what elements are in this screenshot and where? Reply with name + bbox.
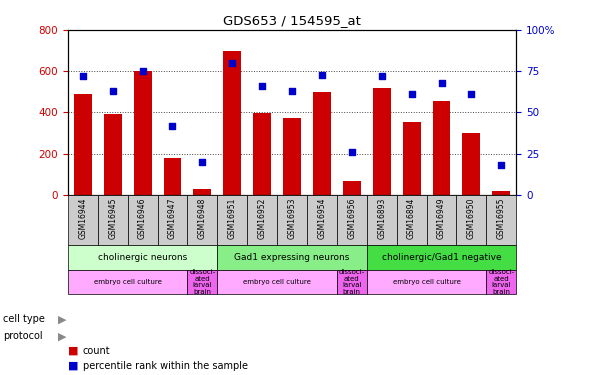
Bar [253,114,271,195]
Bar [373,88,391,195]
Text: cholinergic neurons: cholinergic neurons [98,253,187,262]
Text: dissoci-
ated
larval
brain: dissoci- ated larval brain [339,269,365,295]
Point [437,80,446,86]
FancyBboxPatch shape [68,195,98,245]
Text: GSM16945: GSM16945 [108,197,117,239]
Text: GSM16955: GSM16955 [497,197,506,239]
FancyBboxPatch shape [367,245,516,270]
Bar [313,92,331,195]
Bar [492,191,510,195]
Bar [104,114,122,195]
Bar [223,51,241,195]
Text: GSM16944: GSM16944 [78,197,87,239]
Text: cell type: cell type [3,315,45,324]
Point [317,72,327,78]
FancyBboxPatch shape [188,270,217,294]
Point [168,123,177,129]
FancyBboxPatch shape [337,195,367,245]
Bar [402,122,421,195]
Text: dissoci-
ated
larval
brain: dissoci- ated larval brain [488,269,514,295]
Text: GSM16894: GSM16894 [407,197,416,239]
Point [467,91,476,97]
FancyBboxPatch shape [457,195,486,245]
Text: ▶: ▶ [58,332,66,341]
Text: embryo cell culture: embryo cell culture [94,279,162,285]
Point [287,88,297,94]
FancyBboxPatch shape [158,195,188,245]
Point [228,60,237,66]
Text: embryo cell culture: embryo cell culture [392,279,461,285]
FancyBboxPatch shape [217,195,247,245]
Bar [432,101,451,195]
Bar [74,94,92,195]
Text: ▶: ▶ [58,315,66,324]
Text: GSM16946: GSM16946 [138,197,147,239]
Point [377,73,386,79]
FancyBboxPatch shape [337,270,367,294]
Text: GSM16893: GSM16893 [377,197,386,239]
Point [407,91,417,97]
FancyBboxPatch shape [367,195,396,245]
FancyBboxPatch shape [68,245,217,270]
Text: GSM16947: GSM16947 [168,197,177,239]
Point [198,159,207,165]
FancyBboxPatch shape [127,195,158,245]
Text: ■: ■ [68,361,78,370]
FancyBboxPatch shape [217,245,367,270]
Text: GSM16953: GSM16953 [287,197,297,239]
Text: GSM16952: GSM16952 [258,197,267,239]
Text: Gad1 expressing neurons: Gad1 expressing neurons [234,253,350,262]
FancyBboxPatch shape [367,270,486,294]
Bar [194,189,211,195]
Text: protocol: protocol [3,332,42,341]
Point [257,83,267,89]
FancyBboxPatch shape [486,270,516,294]
Text: dissoci-
ated
larval
brain: dissoci- ated larval brain [189,269,215,295]
FancyBboxPatch shape [277,195,307,245]
Bar [133,71,152,195]
Point [108,88,117,94]
Point [497,162,506,168]
Text: GSM16948: GSM16948 [198,197,207,239]
Text: GSM16950: GSM16950 [467,197,476,239]
Bar [163,158,182,195]
FancyBboxPatch shape [427,195,457,245]
Bar [343,182,361,195]
Bar [283,118,301,195]
Text: GSM16949: GSM16949 [437,197,446,239]
Text: count: count [83,346,110,355]
Bar [463,133,480,195]
FancyBboxPatch shape [307,195,337,245]
Text: percentile rank within the sample: percentile rank within the sample [83,361,248,370]
Text: GSM16956: GSM16956 [348,197,356,239]
Point [138,68,148,74]
Text: cholinergic/Gad1 negative: cholinergic/Gad1 negative [382,253,502,262]
FancyBboxPatch shape [247,195,277,245]
FancyBboxPatch shape [486,195,516,245]
Text: GSM16954: GSM16954 [317,197,326,239]
Text: GSM16951: GSM16951 [228,197,237,239]
FancyBboxPatch shape [188,195,217,245]
Text: ■: ■ [68,346,78,355]
Text: embryo cell culture: embryo cell culture [243,279,311,285]
FancyBboxPatch shape [98,195,127,245]
Point [347,149,356,155]
FancyBboxPatch shape [217,270,337,294]
Point [78,73,87,79]
Title: GDS653 / 154595_at: GDS653 / 154595_at [223,15,361,27]
FancyBboxPatch shape [68,270,188,294]
FancyBboxPatch shape [396,195,427,245]
